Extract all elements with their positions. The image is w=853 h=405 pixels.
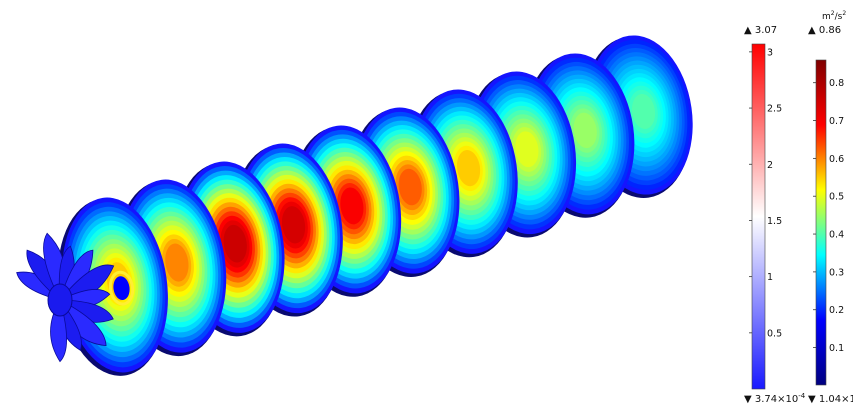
right-colorbar-tick-label: 0.7 [829, 116, 844, 127]
right-colorbar-max-label: ▲ 0.86 [808, 25, 841, 36]
right-colorbar-tick-label: 0.1 [829, 343, 844, 354]
left-colorbar-tick-label: 1 [767, 272, 773, 283]
right-colorbar-tick-label: 0.6 [829, 154, 844, 165]
right-colorbar-tick-label: 0.3 [829, 267, 844, 278]
right-colorbar-tick-label: 0.5 [829, 192, 844, 203]
left-colorbar-max-label: ▲ 3.07 [744, 25, 777, 36]
left-colorbar-bar [751, 43, 766, 390]
slice-stack [57, 35, 693, 376]
right-colorbar-tick-label: 0.4 [829, 230, 844, 241]
colorbar-right: m2/s2 ▲ 0.86 0.8 0.7 0.6 0.5 0.4 0.3 0.2 0.1 ▼ … [808, 10, 853, 405]
left-colorbar-tick-label: 0.5 [767, 328, 782, 339]
right-colorbar-ticks: 0.8 0.7 0.6 0.5 0.4 0.3 0.2 0.1 [813, 78, 844, 354]
left-colorbar-ticks: 3 2.5 2 1.5 1 0.5 [749, 47, 782, 339]
right-colorbar-bar [815, 59, 827, 386]
left-colorbar-min-label: ▼ 3.74×10-4 [744, 392, 806, 405]
right-colorbar-min-label: ▼ 1.04×10-3 [808, 392, 853, 405]
left-colorbar-tick-label: 1.5 [767, 216, 782, 227]
colorbar-left: ▲ 3.07 3 2.5 2 1.5 1 0.5 ▼ 3.74×10-4 [744, 25, 806, 405]
right-colorbar-tick-label: 0.8 [829, 78, 844, 89]
right-colorbar-tick-label: 0.2 [829, 305, 844, 316]
left-colorbar-tick-label: 3 [767, 47, 773, 58]
fan-impeller [16, 232, 115, 363]
left-colorbar-tick-label: 2 [767, 160, 773, 171]
right-colorbar-unit: m2/s2 [822, 10, 846, 22]
fan-hub [47, 283, 73, 317]
left-colorbar-tick-label: 2.5 [767, 104, 782, 115]
